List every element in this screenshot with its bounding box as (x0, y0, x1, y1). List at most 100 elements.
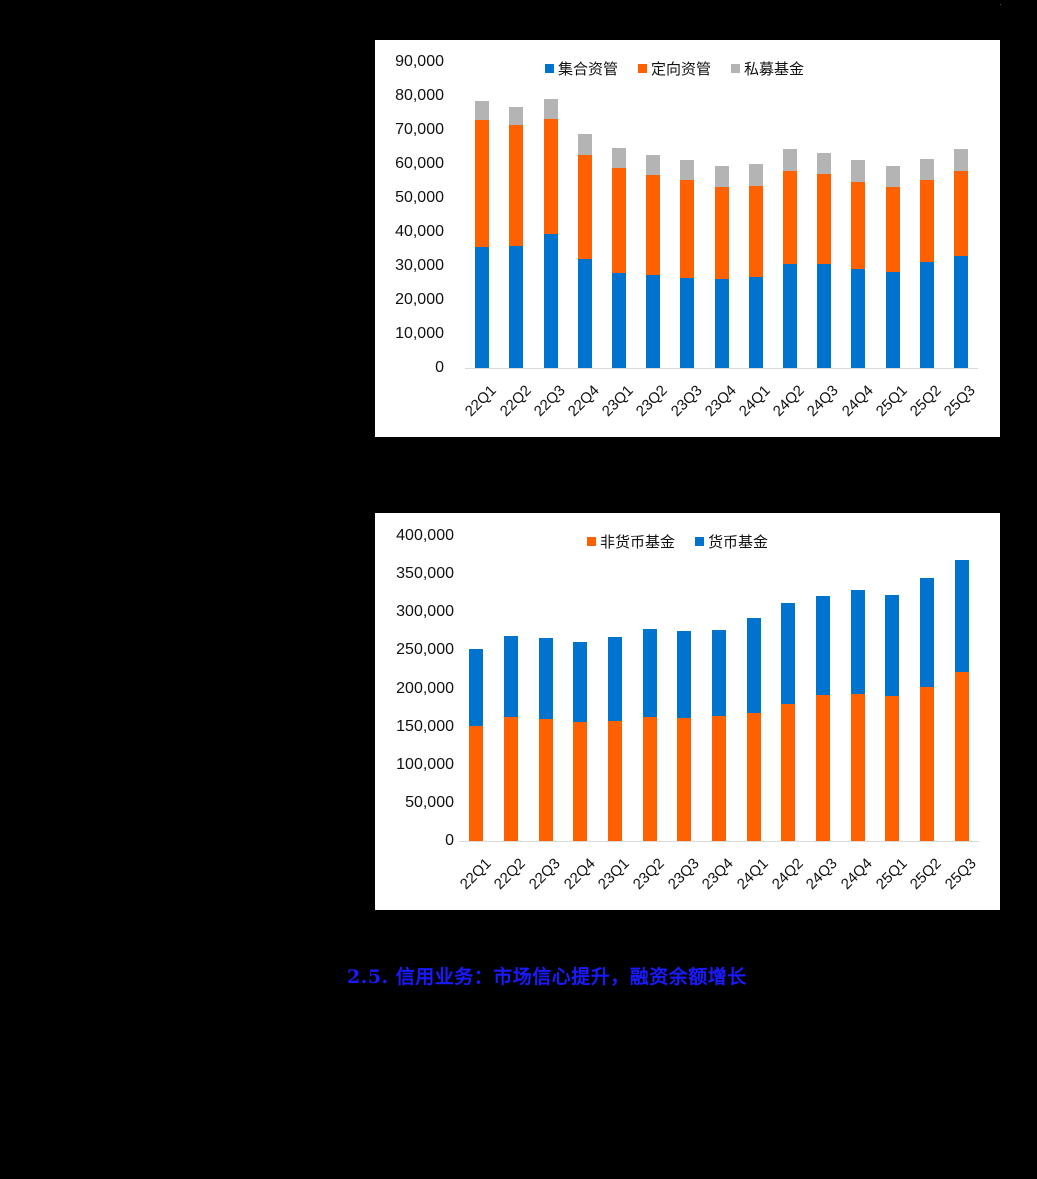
bar-segment (851, 159, 866, 182)
bar-segment (817, 263, 832, 368)
bar-segment (953, 149, 968, 172)
x-tick-label: 25Q3 (940, 382, 979, 420)
bar-segment (642, 717, 657, 841)
x-tick-label: 23Q4 (701, 382, 740, 420)
bar-segment (714, 166, 729, 188)
corner-artifact (1000, 4, 1001, 5)
y-tick-label: 50,000 (395, 189, 444, 206)
bar-segment (504, 717, 518, 841)
bar-segment (543, 233, 558, 368)
legend-item: 定向资管 (638, 58, 711, 79)
x-tick-label: 25Q3 (941, 855, 980, 893)
x-tick-label: 23Q4 (699, 855, 738, 893)
bar-segment (885, 187, 900, 272)
bar-segment (573, 641, 588, 722)
bar-segment (746, 713, 761, 841)
x-tick-label: 23Q2 (629, 855, 668, 893)
y-tick-label: 60,000 (395, 155, 444, 172)
bar-segment (475, 101, 490, 121)
y-tick-label: 0 (445, 832, 454, 849)
x-tick-label: 23Q2 (633, 382, 672, 420)
x-tick-label: 24Q3 (804, 382, 843, 420)
legend-item: 货币基金 (695, 531, 768, 552)
bar-segment (646, 174, 661, 276)
bar-segment (885, 166, 900, 188)
bar-segment (475, 246, 490, 368)
bar-segment (712, 716, 726, 841)
x-tick-label: 24Q4 (837, 855, 876, 893)
x-tick-label: 22Q3 (525, 855, 564, 893)
legend-label: 私募基金 (744, 60, 805, 78)
bar-segment (475, 120, 490, 247)
bar-segment (920, 686, 934, 841)
legend-item: 非货币基金 (587, 531, 675, 552)
bar-segment (504, 636, 518, 718)
y-tick-label: 350,000 (396, 565, 454, 583)
chart2-y-axis: 400,000 350,000 300,000 250,000 200,000 150,0… (375, 513, 454, 910)
bar-segment (608, 720, 622, 841)
y-tick-label: 300,000 (396, 603, 454, 621)
legend-swatch-icon (587, 537, 596, 546)
bar-segment (919, 262, 934, 368)
bar-segment (509, 125, 524, 246)
y-tick-label: 90,000 (395, 53, 444, 70)
bar-segment (782, 149, 797, 172)
y-tick-label: 20,000 (395, 291, 444, 308)
y-tick-label: 200,000 (396, 679, 454, 697)
bar-segment (646, 155, 661, 175)
x-tick-label: 24Q4 (838, 382, 877, 420)
legend-swatch-icon (731, 64, 741, 73)
bar-segment (646, 275, 661, 368)
chart1-y-axis: 90,000 80,000 70,000 60,000 50,000 40,000 30,0… (375, 40, 444, 437)
legend-item: 私募基金 (731, 58, 804, 79)
bar-segment (954, 560, 969, 673)
legend-label: 货币基金 (708, 533, 769, 551)
legend-item: 集合资管 (545, 58, 618, 79)
bar-segment (538, 638, 553, 720)
legend-label: 集合资管 (558, 60, 619, 78)
bar-segment (577, 259, 592, 368)
bar-segment (919, 179, 934, 263)
y-tick-label: 150,000 (396, 717, 454, 735)
asset-management-chart: 集合资管 定向资管 私募基金 90,000 80,000 70,000 60,000 50,… (375, 40, 1000, 437)
section-heading: 2.5. 信用业务：市场信心提升，融资余额增长 (347, 966, 747, 988)
bar-segment (611, 272, 626, 368)
bar-segment (509, 245, 524, 368)
bar-segment (919, 158, 934, 180)
bar-segment (509, 106, 524, 126)
y-tick-label: 250,000 (396, 641, 454, 659)
bar-segment (680, 179, 695, 278)
bar-segment (953, 256, 968, 368)
x-tick-label: 22Q2 (496, 382, 535, 420)
chart2-x-axis-line (459, 841, 979, 842)
bar-segment (885, 696, 900, 841)
bar-segment (817, 173, 832, 264)
bar-segment (712, 630, 726, 717)
bar-segment (851, 182, 866, 270)
bar-segment (746, 617, 761, 714)
y-tick-label: 30,000 (395, 257, 444, 274)
bar-segment (608, 637, 622, 721)
x-tick-label: 22Q1 (462, 382, 501, 420)
x-tick-label: 24Q3 (803, 855, 842, 893)
bar-segment (714, 279, 729, 368)
chart1-legend: 集合资管 定向资管 私募基金 (545, 58, 824, 79)
bar-segment (677, 718, 692, 841)
bar-segment (611, 148, 626, 169)
y-tick-label: 100,000 (396, 755, 454, 773)
bar-segment (714, 187, 729, 280)
x-tick-label: 22Q3 (530, 382, 569, 420)
x-tick-label: 22Q2 (491, 855, 530, 893)
bar-segment (781, 704, 796, 841)
bar-segment (851, 269, 866, 368)
x-tick-label: 25Q1 (872, 855, 911, 893)
x-tick-label: 25Q1 (872, 382, 911, 420)
bar-segment (573, 721, 588, 841)
x-tick-label: 23Q1 (598, 382, 637, 420)
bar-segment (469, 649, 484, 726)
bar-segment (543, 119, 558, 234)
x-tick-label: 22Q4 (564, 382, 603, 420)
x-tick-label: 23Q1 (595, 855, 634, 893)
bar-segment (469, 726, 484, 841)
x-tick-label: 24Q2 (768, 855, 807, 893)
